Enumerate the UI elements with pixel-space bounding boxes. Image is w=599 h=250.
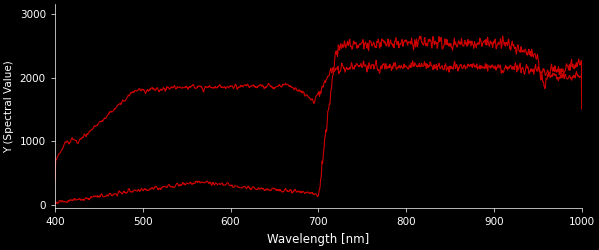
X-axis label: Wavelength [nm]: Wavelength [nm] — [267, 233, 370, 246]
Y-axis label: Y (Spectral Value): Y (Spectral Value) — [4, 60, 14, 152]
